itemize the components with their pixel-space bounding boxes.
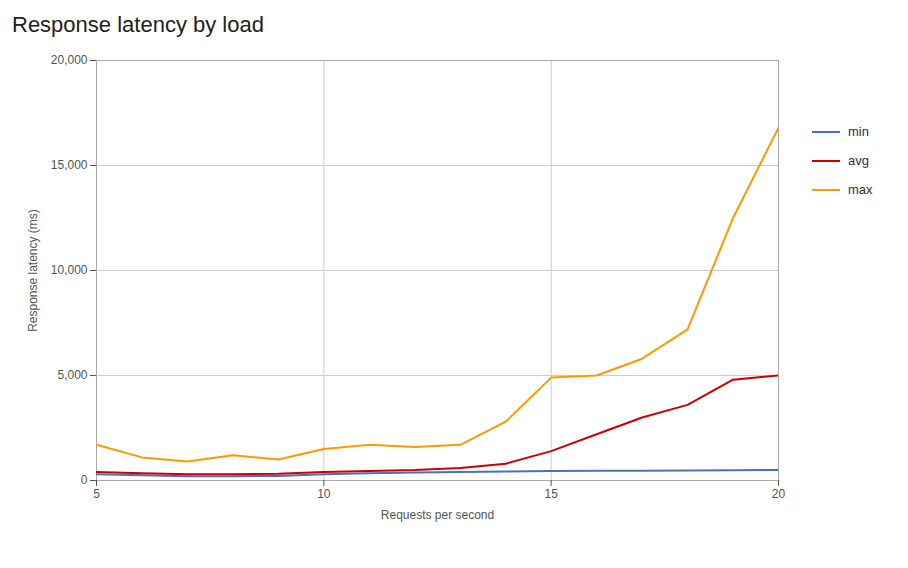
svg-text:0: 0 — [81, 473, 88, 487]
svg-text:Requests per second: Requests per second — [381, 508, 494, 522]
svg-text:10,000: 10,000 — [51, 263, 88, 277]
svg-text:15: 15 — [544, 487, 558, 501]
svg-text:20,000: 20,000 — [51, 53, 88, 67]
svg-text:5: 5 — [93, 487, 100, 501]
html-text:Response latency by load: Response latency by load — [12, 12, 264, 37]
svg-text:5,000: 5,000 — [57, 368, 87, 382]
html-text:min: min — [848, 124, 869, 139]
svg-text:20: 20 — [772, 487, 786, 501]
html-text:avg: avg — [848, 153, 869, 168]
svg-text:Response latency (ms): Response latency (ms) — [26, 209, 40, 332]
html-text:max: max — [848, 182, 873, 197]
svg-text:15,000: 15,000 — [51, 158, 88, 172]
svg-text:10: 10 — [317, 487, 331, 501]
